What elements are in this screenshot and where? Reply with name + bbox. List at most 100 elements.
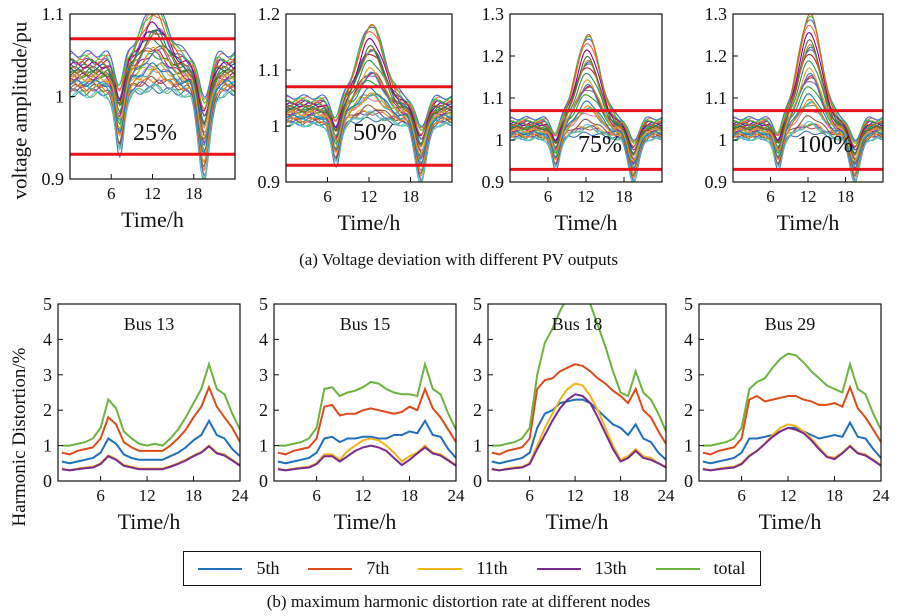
harmonic-4-axes-frame	[698, 303, 882, 482]
legend-swatch-5th	[198, 567, 243, 570]
voltage-curve	[510, 123, 662, 182]
legend-label: 5th	[256, 558, 280, 578]
voltage-curve	[70, 83, 235, 179]
voltage-curve	[733, 14, 883, 148]
harmonic-series-7th	[702, 384, 881, 456]
harmonic-1-ytick-label: 2	[43, 400, 52, 420]
harmonic-series-5th	[61, 418, 240, 465]
voltage-1-ytick-label: 1.1	[42, 4, 65, 24]
voltage-curve	[510, 55, 662, 155]
pv-output-label: 100%	[797, 132, 853, 158]
legend: 5th 7th 11th 13th total	[183, 551, 761, 586]
voltage-curve	[733, 44, 883, 157]
harmonic-4-xtick-label: 12	[780, 486, 797, 505]
voltage-2-ytick-label: 1.1	[258, 60, 281, 80]
voltage-2-xtick-label: 6	[323, 187, 332, 206]
legend-label: total	[713, 558, 746, 578]
voltage-curve	[733, 120, 883, 182]
harmonic-1-ytick-label: 3	[43, 365, 52, 385]
voltage-curve	[510, 83, 662, 166]
voltage-curve	[733, 39, 883, 155]
voltage-2-ytick-label: 0.9	[258, 172, 281, 192]
harmonic-series-total	[277, 360, 456, 447]
harmonic-series-5th	[277, 418, 456, 465]
legend-item-5th: 5th	[198, 558, 279, 579]
harmonic-series-7th	[491, 363, 666, 456]
harmonic-3-ytick-label: 4	[473, 329, 482, 349]
harmonic-3-xtick-label: 24	[658, 486, 676, 505]
voltage-1-xtick-label: 18	[185, 184, 202, 203]
voltage-curve	[733, 98, 883, 175]
voltage-curve	[70, 14, 235, 98]
harmonic-series-total	[702, 352, 881, 447]
harmonic-series-13th	[277, 444, 456, 472]
voltage-3-ytick-label: 0.9	[482, 172, 505, 192]
voltage-curve	[70, 68, 235, 164]
voltage-4-ytick-label: 1.2	[705, 46, 728, 66]
legend-swatch-7th	[308, 567, 353, 570]
harmonic-series-7th	[277, 386, 456, 456]
bus-title: Bus 13	[124, 314, 175, 334]
voltage-curve	[286, 92, 452, 172]
voltage-4-ytick-label: 1.3	[705, 4, 728, 24]
voltage-1-xtick-label: 12	[144, 184, 161, 203]
voltage-curve	[70, 32, 235, 129]
harmonic-series-13th	[702, 426, 881, 472]
bus-title: Bus 15	[340, 314, 391, 334]
voltage-2-ytick-label: 1.2	[258, 4, 281, 24]
voltage-3-ytick-label: 1.3	[482, 4, 505, 24]
voltage-curve	[70, 46, 235, 139]
harmonic-2-ytick-label: 2	[259, 400, 268, 420]
harmonic-2-ytick-label: 1	[259, 436, 268, 456]
harmonic-3-ytick-label: 1	[473, 436, 482, 456]
voltage-curves-2	[286, 23, 452, 182]
harmonic-3-xtick-label: 6	[525, 486, 534, 505]
voltage-3-ytick-label: 1	[495, 130, 504, 150]
voltage-curve	[510, 79, 662, 162]
harmonic-curves-1	[61, 360, 240, 472]
legend-item-11th: 11th	[418, 558, 508, 579]
harmonic-2-ytick-label: 5	[259, 294, 268, 314]
voltage-4-xtick-label: 12	[800, 187, 817, 206]
voltage-curve	[70, 51, 235, 147]
harmonic-2-xtick-label: 6	[312, 486, 321, 505]
legend-label: 7th	[366, 558, 390, 578]
voltage-1-x-axis-label: Time/h	[121, 207, 184, 232]
harmonic-series-5th	[491, 398, 666, 465]
harmonic-1-xtick-label: 6	[96, 486, 105, 505]
harmonic-3-xtick-label: 12	[567, 486, 584, 505]
harmonic-series-7th	[61, 384, 240, 456]
voltage-curve	[733, 19, 883, 141]
voltage-y-axis-label: voltage amplitude/pu	[7, 21, 32, 200]
voltage-curve	[510, 100, 662, 170]
voltage-curves-3	[510, 34, 662, 182]
voltage-3-x-axis-label: Time/h	[555, 210, 618, 235]
pv-output-label: 75%	[578, 132, 622, 158]
legend-label: 11th	[476, 558, 508, 578]
harmonic-1-ytick-label: 1	[43, 436, 52, 456]
voltage-2-ytick-label: 1	[271, 116, 280, 136]
harmonic-3-ytick-label: 5	[473, 294, 482, 314]
voltage-curves-4	[733, 14, 883, 182]
harmonic-2-ytick-label: 0	[259, 471, 268, 491]
harmonic-3-ytick-label: 0	[473, 471, 482, 491]
voltage-4-xtick-label: 18	[837, 187, 854, 206]
pv-output-label: 25%	[133, 120, 177, 146]
voltage-1-ytick-label: 0.9	[42, 169, 65, 189]
harmonic-4-ytick-label: 2	[684, 400, 693, 420]
voltage-curve	[286, 71, 452, 161]
harmonic-curves-4	[702, 352, 881, 472]
voltage-curve	[70, 14, 235, 111]
legend-item-7th: 7th	[308, 558, 389, 579]
voltage-4-x-axis-label: Time/h	[777, 210, 840, 235]
harmonic-2-ytick-label: 4	[259, 329, 268, 349]
harmonic-y-axis-label: Harmonic Distortion/%	[9, 347, 30, 527]
pv-output-label: 50%	[353, 120, 397, 146]
harmonic-1-axes-frame	[57, 303, 241, 482]
harmonic-4-ytick-label: 5	[684, 294, 693, 314]
voltage-curve	[286, 44, 452, 145]
harmonic-2-axes-frame	[273, 303, 457, 482]
harmonic-1-xtick-label: 12	[139, 486, 156, 505]
harmonic-series-13th	[61, 444, 240, 472]
